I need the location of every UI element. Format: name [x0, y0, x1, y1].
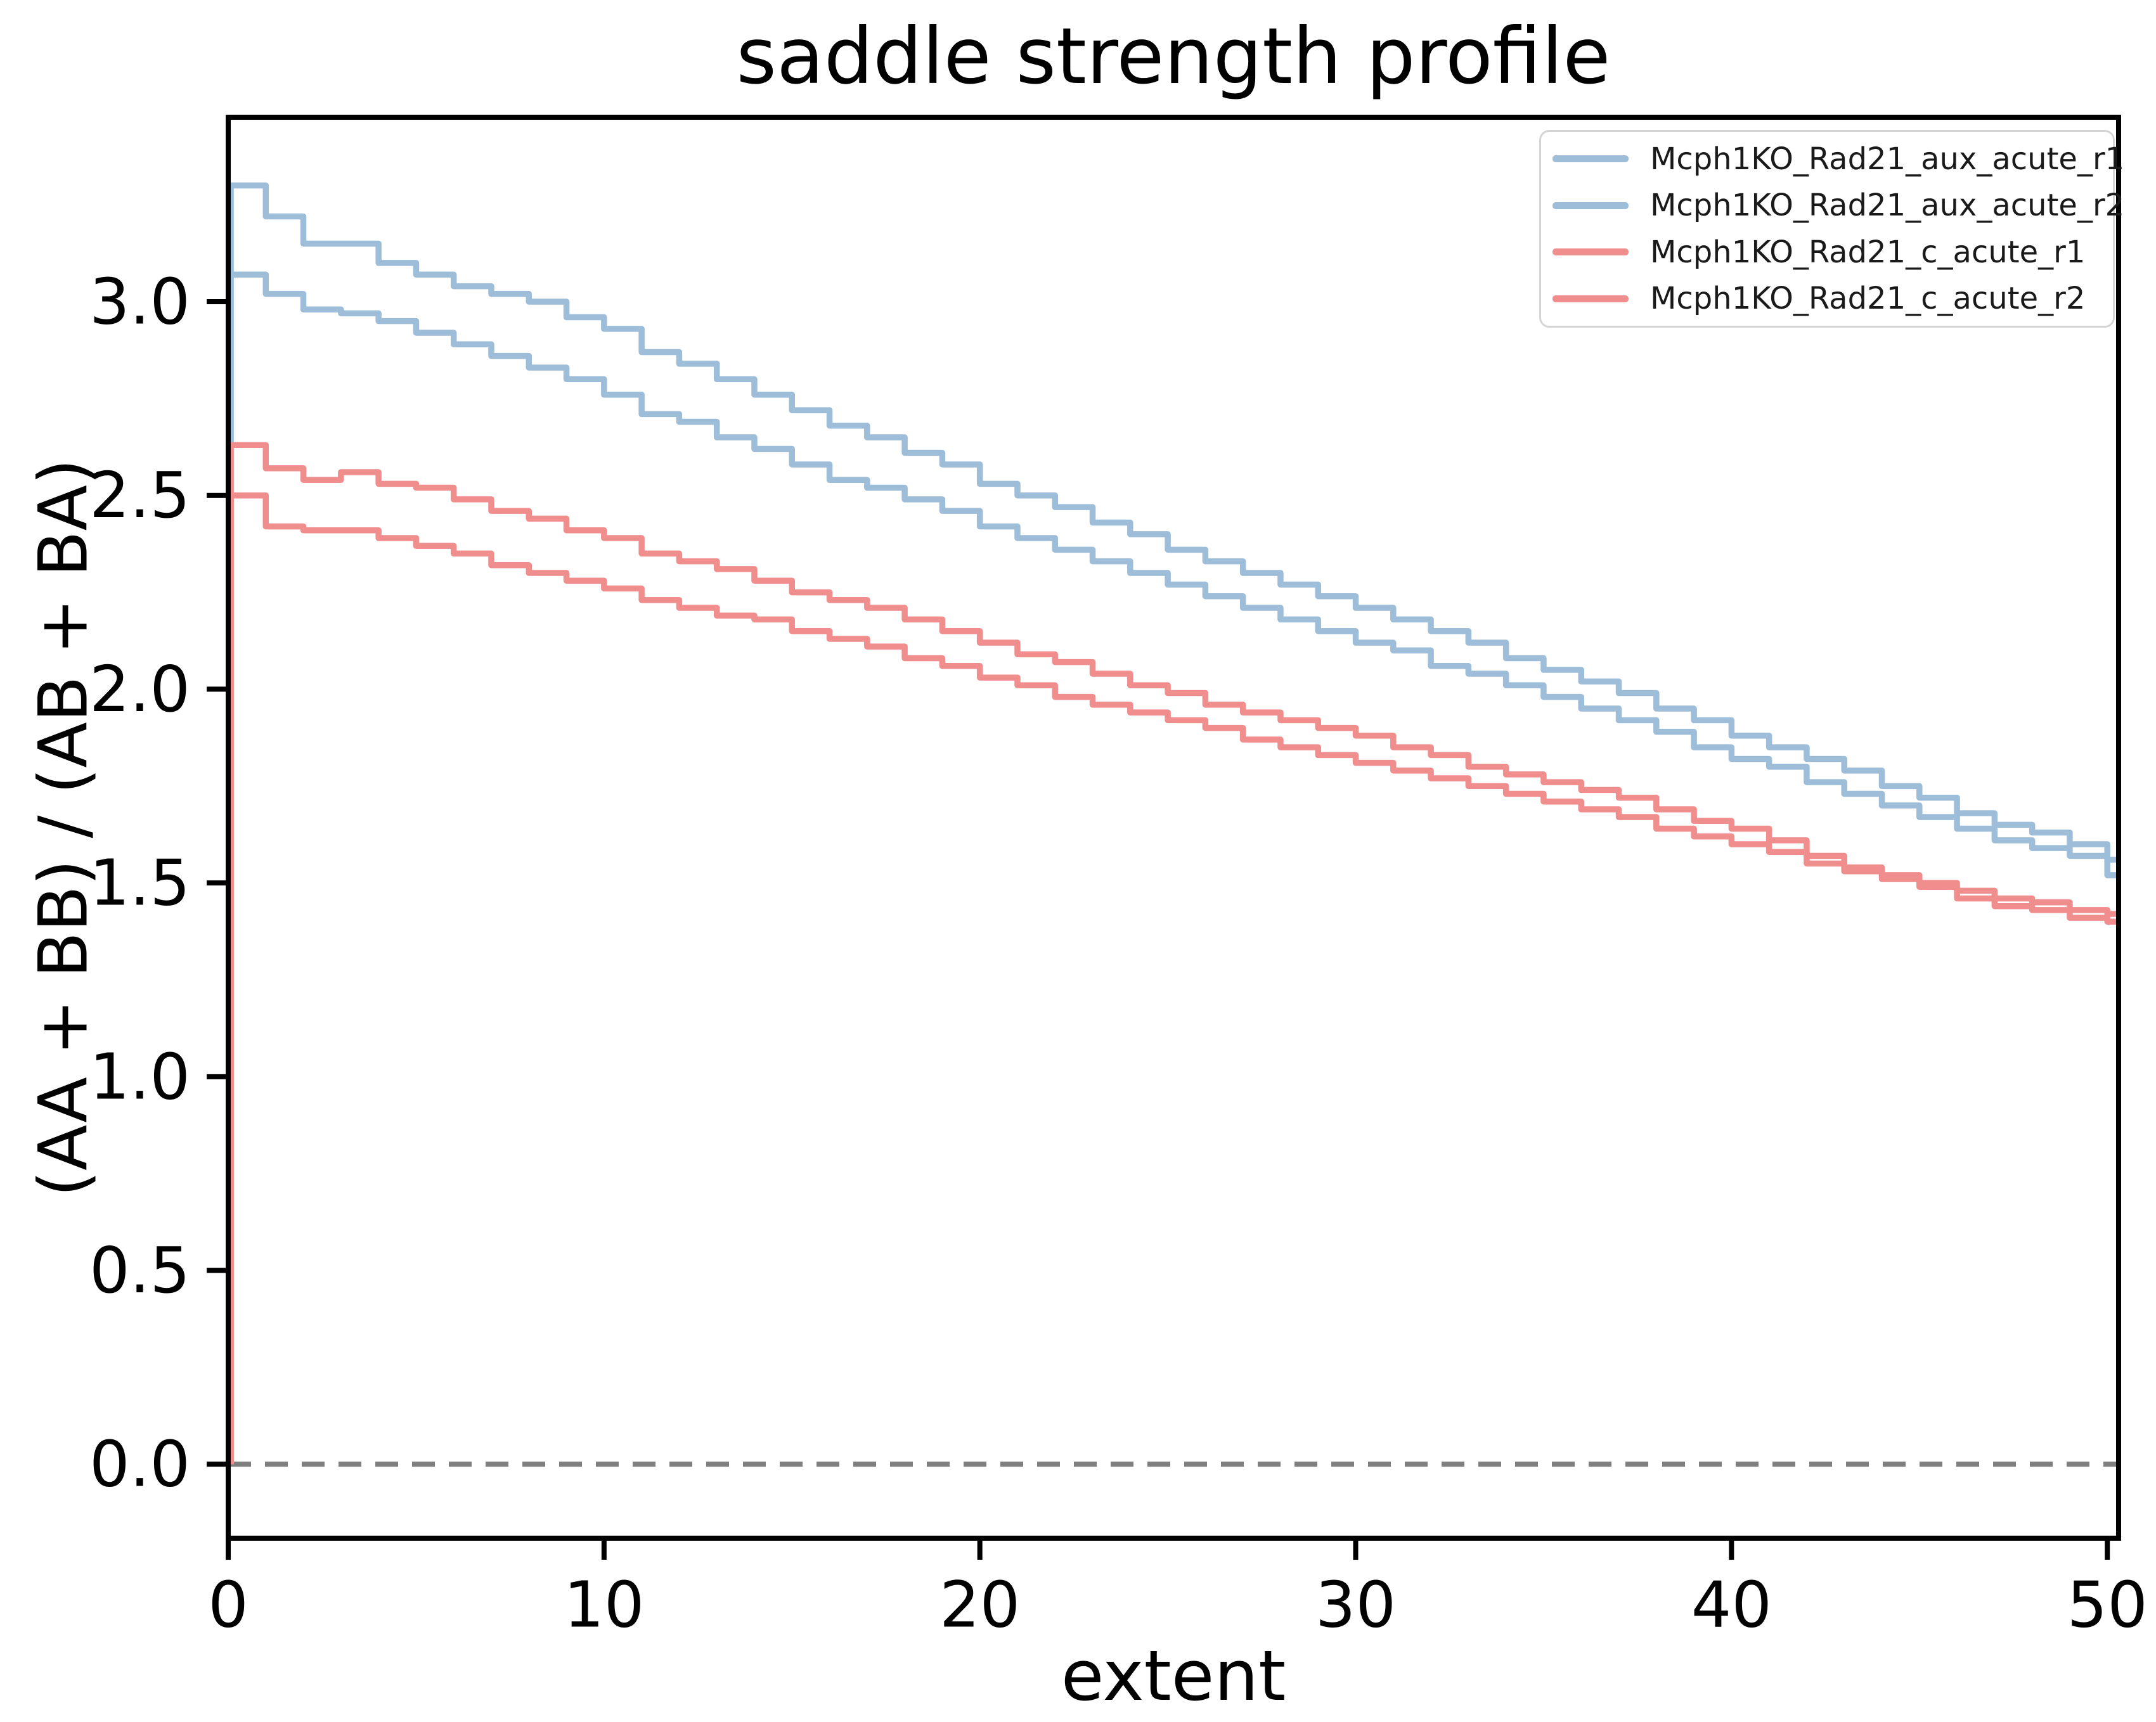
y-tick-label: 2.0 — [89, 652, 190, 726]
legend-line-swatch-icon — [1552, 295, 1629, 302]
legend-line-swatch-icon — [1552, 248, 1629, 256]
series-step-line-2 — [228, 442, 2119, 1465]
series-step-line-3 — [228, 492, 2119, 1465]
x-tick-label: 30 — [1315, 1567, 1396, 1642]
legend-item: Mcph1KO_Rad21_c_acute_r2 — [1552, 276, 2101, 323]
series-step-line-1 — [228, 271, 2119, 1465]
y-tick-label: 2.5 — [89, 458, 190, 532]
legend-line-swatch-icon — [1552, 202, 1629, 209]
legend-label: Mcph1KO_Rad21_aux_acute_r1 — [1650, 141, 2125, 177]
x-tick-label: 50 — [2067, 1567, 2148, 1642]
legend-box: Mcph1KO_Rad21_aux_acute_r1 Mcph1KO_Rad21… — [1539, 130, 2124, 328]
y-axis-label: (AA + BB) / (AB + BA) — [24, 458, 103, 1197]
y-tick-label: 0.5 — [89, 1233, 190, 1308]
chart-title: saddle strength profile — [736, 11, 1611, 101]
legend-label: Mcph1KO_Rad21_c_acute_r1 — [1650, 234, 2086, 270]
legend-line-swatch-icon — [1552, 155, 1629, 163]
legend-item: Mcph1KO_Rad21_c_acute_r1 — [1552, 229, 2101, 276]
legend-item: Mcph1KO_Rad21_aux_acute_r1 — [1552, 136, 2124, 183]
x-tick-label: 40 — [1691, 1567, 1772, 1642]
x-tick-label: 10 — [564, 1567, 644, 1642]
x-tick-label: 0 — [208, 1567, 249, 1642]
legend-item: Mcph1KO_Rad21_aux_acute_r2 — [1552, 183, 2124, 229]
y-tick-label: 0.0 — [89, 1427, 190, 1501]
x-tick-label: 20 — [939, 1567, 1020, 1642]
y-tick-label: 1.0 — [89, 1039, 190, 1114]
y-tick-label: 1.5 — [89, 846, 190, 920]
legend-label: Mcph1KO_Rad21_aux_acute_r2 — [1650, 188, 2125, 224]
x-axis-label: extent — [1061, 1635, 1286, 1716]
axes-spines — [226, 115, 2121, 1541]
legend-label: Mcph1KO_Rad21_c_acute_r2 — [1650, 281, 2086, 317]
y-tick-label: 3.0 — [89, 265, 190, 339]
series-step-line-0 — [228, 182, 2119, 1465]
